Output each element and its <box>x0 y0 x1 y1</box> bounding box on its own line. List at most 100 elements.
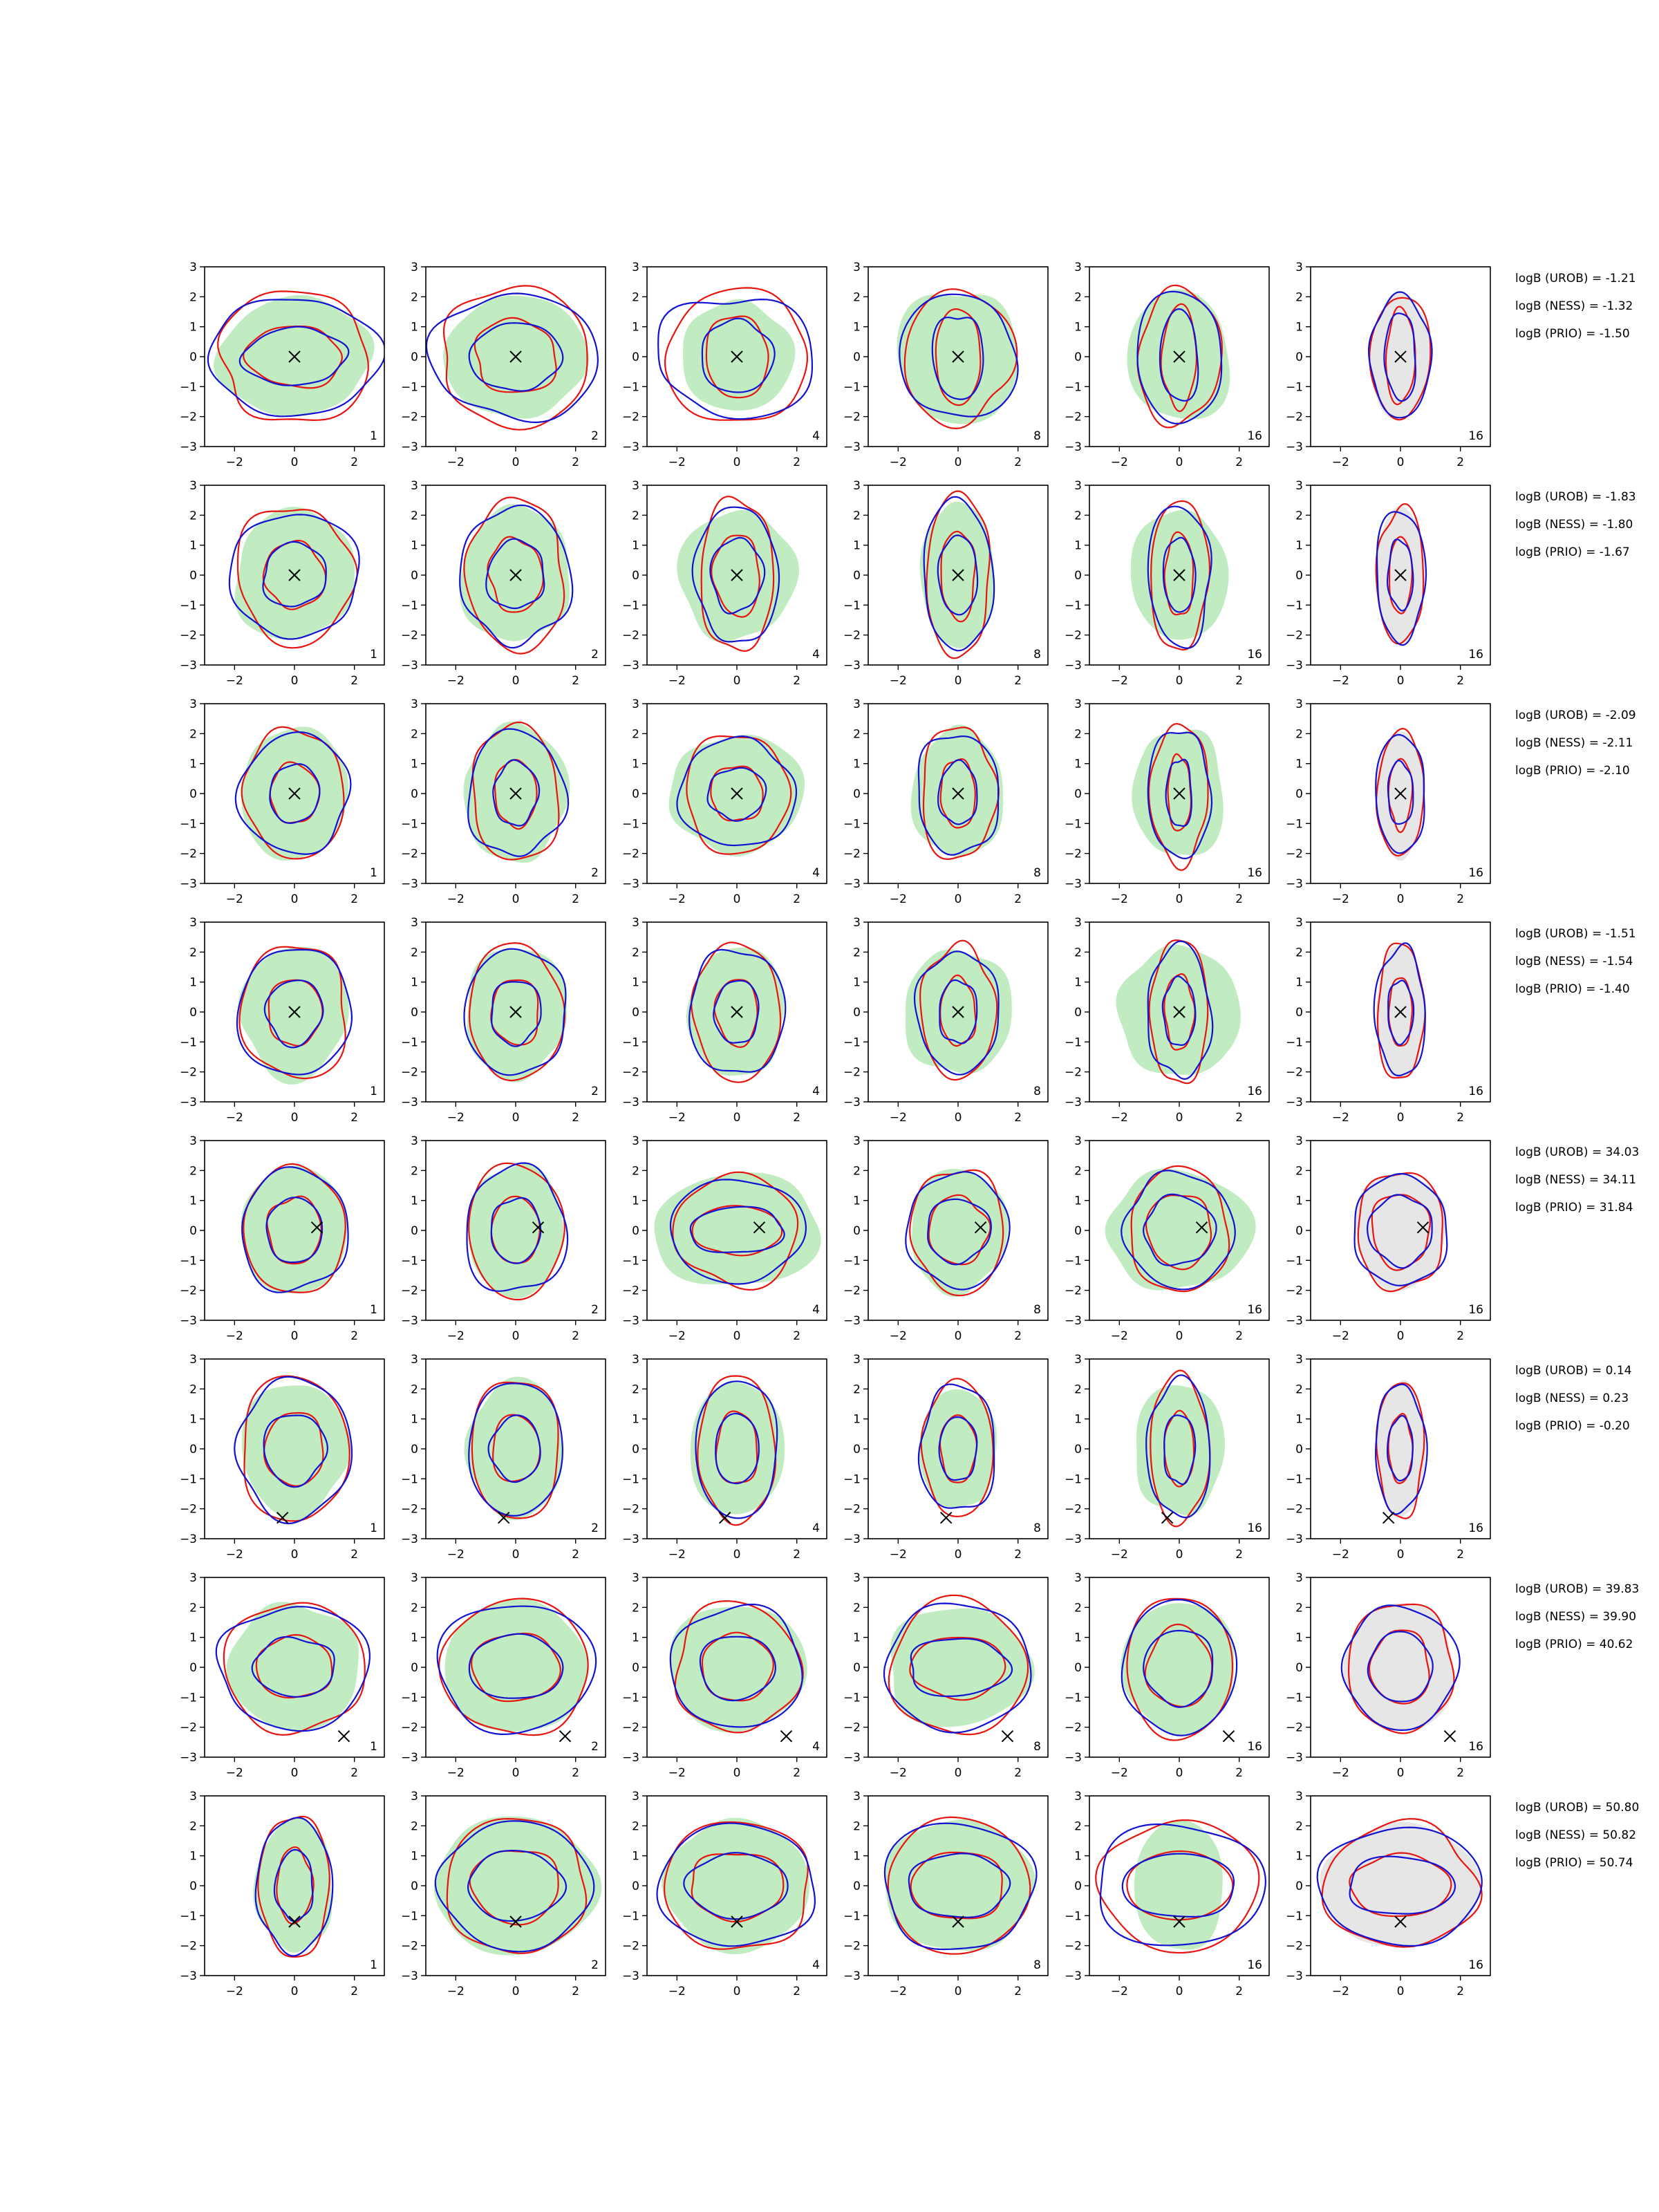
y-tick-label: 1 <box>1295 1850 1303 1864</box>
x-tick-label: 0 <box>512 1111 520 1125</box>
x-tick-label: −2 <box>1111 674 1128 688</box>
blue-contour-inner <box>706 767 767 822</box>
x-tick-label: 0 <box>291 1329 299 1343</box>
true-value-marker <box>509 787 522 800</box>
true-value-marker <box>718 1511 731 1524</box>
true-value-marker <box>1173 1006 1185 1018</box>
y-tick-label: −1 <box>180 1909 197 1923</box>
y-tick-label: 0 <box>632 1006 639 1020</box>
blue-contour-outer <box>467 728 570 857</box>
y-tick-label: 0 <box>1074 787 1082 801</box>
blue-contour-inner <box>910 1638 1013 1697</box>
green-density-fill <box>238 946 349 1085</box>
x-tick-label: −2 <box>890 456 907 469</box>
panel-plot-area <box>883 1594 1035 1736</box>
y-tick-label: 1 <box>1074 1850 1082 1864</box>
blue-contour-inner <box>468 322 564 392</box>
y-tick-label: −1 <box>1065 1035 1082 1049</box>
gray-density-fill <box>1343 1603 1454 1731</box>
logb-value: logB (UROB) = -1.21 <box>1515 272 1636 285</box>
y-tick-label: 0 <box>411 1006 418 1020</box>
y-tick-label: −1 <box>843 1035 861 1049</box>
y-tick-label: 2 <box>189 1164 197 1178</box>
panel-sample-label: 16 <box>1247 1303 1262 1317</box>
y-tick-label: 1 <box>411 321 418 335</box>
blue-contour-outer <box>899 293 1019 418</box>
y-tick-label: −2 <box>1065 1066 1082 1080</box>
panel-r3-c5: −3 −2 −1 0 1 2 3 −2 0 2 16 <box>1065 697 1270 906</box>
green-density-fill <box>1134 1819 1223 1950</box>
green-density-fill <box>234 507 355 640</box>
y-tick-label: 0 <box>632 1224 639 1238</box>
panel-sample-label: 1 <box>370 1303 377 1317</box>
panel-sample-label: 2 <box>591 1521 599 1535</box>
y-tick-label: 2 <box>853 946 861 959</box>
red-contour-outer <box>1357 1172 1443 1293</box>
y-tick-label: 2 <box>1295 727 1303 741</box>
logb-value: logB (UROB) = 0.14 <box>1515 1364 1631 1378</box>
x-tick-label: 2 <box>793 1548 800 1562</box>
x-tick-label: 2 <box>1235 1111 1243 1125</box>
y-tick-label: −2 <box>401 1940 418 1953</box>
panel-sample-label: 2 <box>591 1958 599 1972</box>
y-tick-label: 0 <box>411 1224 418 1238</box>
y-tick-label: −3 <box>843 1096 861 1109</box>
logb-value: logB (NESS) = 39.90 <box>1515 1610 1636 1624</box>
x-tick-label: 0 <box>733 1985 741 1998</box>
x-tick-label: 0 <box>733 892 741 906</box>
blue-contour-inner <box>938 1416 978 1481</box>
y-tick-label: 0 <box>189 787 197 801</box>
x-tick-label: −2 <box>890 892 907 906</box>
y-tick-label: −3 <box>180 1751 197 1765</box>
y-tick-label: 1 <box>411 1413 418 1427</box>
panel-sample-label: 2 <box>591 866 599 880</box>
blue-contour-inner <box>1165 758 1192 827</box>
y-tick-label: 2 <box>1295 290 1303 304</box>
panel-plot-area <box>1136 1369 1226 1528</box>
panel-sample-label: 1 <box>370 1958 377 1972</box>
x-tick-label: −2 <box>668 1766 686 1780</box>
y-tick-label: −1 <box>1065 1254 1082 1268</box>
red-contour-inner <box>1368 1629 1430 1705</box>
true-value-marker <box>939 1511 953 1524</box>
logb-value: logB (PRIO) = 50.74 <box>1515 1856 1633 1870</box>
red-contour-inner <box>705 315 769 399</box>
x-tick-label: 2 <box>572 892 579 906</box>
x-tick-label: −2 <box>226 1985 243 1998</box>
y-tick-label: 2 <box>1295 1164 1303 1178</box>
blue-contour-inner <box>1387 538 1414 612</box>
green-density-fill <box>1136 1385 1226 1516</box>
y-tick-label: 1 <box>189 1631 197 1645</box>
x-tick-label: 2 <box>350 1766 358 1780</box>
blue-contour-inner <box>262 541 327 608</box>
x-tick-label: 2 <box>1014 1329 1022 1343</box>
panel-sample-label: 16 <box>1247 866 1262 880</box>
y-tick-label: −2 <box>1065 1940 1082 1953</box>
x-tick-label: −2 <box>1332 1985 1349 1998</box>
y-tick-label: 1 <box>1074 321 1082 335</box>
true-value-marker <box>1195 1221 1208 1234</box>
x-tick-label: 2 <box>793 1766 800 1780</box>
green-density-fill <box>434 1816 602 1956</box>
x-tick-label: 0 <box>1397 456 1405 469</box>
y-tick-label: 1 <box>853 321 861 335</box>
blue-contour-inner <box>1386 1415 1414 1482</box>
panel-r1-c5: −3 −2 −1 0 1 2 3 −2 0 2 16 <box>1065 261 1270 469</box>
blue-contour-outer <box>657 298 813 420</box>
panel-r7-c5: −3 −2 −1 0 1 2 3 −2 0 2 16 <box>1065 1571 1270 1780</box>
y-tick-label: −3 <box>622 659 639 673</box>
y-tick-label: 3 <box>632 1134 639 1148</box>
true-value-marker <box>1394 787 1407 800</box>
y-tick-label: 3 <box>1074 479 1082 493</box>
red-contour-inner <box>268 979 324 1047</box>
y-tick-label: −1 <box>622 1254 639 1268</box>
y-tick-label: 2 <box>853 1382 861 1396</box>
panel-sample-label: 8 <box>1033 1303 1041 1317</box>
green-density-fill <box>690 1382 785 1515</box>
panel-sample-label: 4 <box>812 866 820 880</box>
